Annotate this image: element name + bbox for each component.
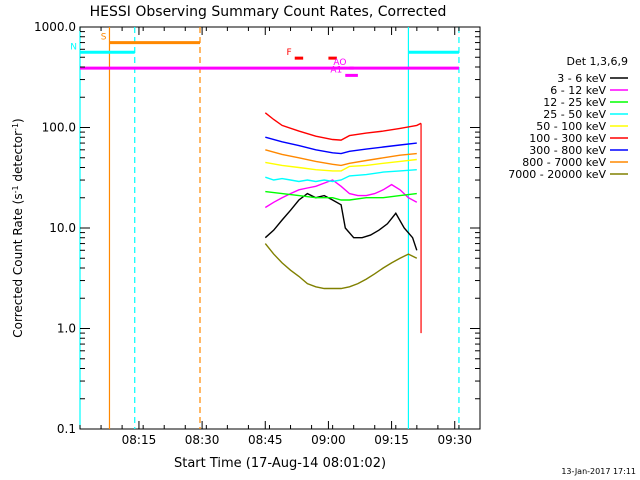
x-tick-label: 08:45 (248, 433, 283, 447)
vertical-marker-layer (79, 27, 460, 429)
series-line (264, 112, 422, 141)
legend-label: 100 - 300 keV (529, 132, 606, 145)
legend-label: 6 - 12 keV (550, 84, 606, 97)
x-tick-label: 09:30 (437, 433, 472, 447)
y-tick-label: 1000.0 (34, 20, 76, 34)
y-tick-label: 0.1 (57, 422, 76, 436)
legend-label: 25 - 50 keV (543, 108, 606, 121)
legend-label: 800 - 7000 keV (522, 156, 606, 169)
series-layer (264, 112, 422, 334)
y-tick-label: 100.0 (42, 121, 76, 135)
flag-label: S (101, 33, 107, 43)
series-line (265, 136, 417, 155)
series-line (265, 190, 417, 201)
legend-label: 12 - 25 keV (543, 96, 606, 109)
x-tick-label: 08:15 (122, 433, 157, 447)
series-line (264, 192, 418, 251)
y-axis-title-mid: detector (11, 131, 25, 186)
y-tick-label: 10.0 (49, 221, 76, 235)
y-axis-title-main: Corrected Count Rate (s (11, 193, 25, 337)
axis-layer: 08:15 08:30 08:45 09:00 09:15 09:30 1000.0 100.… (34, 20, 481, 447)
y-axis-title-exp2: -1 (11, 123, 20, 131)
legend-label: 300 - 800 keV (529, 144, 606, 157)
x-tick-label: 08:30 (185, 433, 220, 447)
x-tick-label: 09:00 (311, 433, 346, 447)
flag-label: N (70, 42, 77, 52)
flag-label: A1 (330, 65, 342, 75)
chart-title: HESSI Observing Summary Count Rates, Cor… (90, 4, 447, 20)
x-axis-title: Start Time (17-Aug-14 08:01:02) (174, 456, 386, 471)
footer-date: 13-Jan-2017 17:11 (561, 467, 636, 476)
legend-label: 3 - 6 keV (557, 72, 606, 85)
y-tick-label: 1.0 (57, 322, 76, 336)
flag-label: F (287, 48, 292, 58)
legend-label: 50 - 100 keV (536, 120, 606, 133)
legend-title: Det 1,3,6,9 (566, 55, 628, 68)
flag-label: AO (333, 58, 346, 68)
y-axis-title-exp1: -1 (11, 185, 20, 193)
y-axis-title-end: ) (11, 118, 25, 123)
series-line (265, 149, 417, 167)
y-axis-title: Corrected Count Rate (s-1 detector-1) (11, 118, 26, 337)
plot-frame (79, 26, 481, 430)
series-line (265, 169, 417, 183)
legend-label: 7000 - 20000 keV (508, 168, 606, 181)
series-line (265, 158, 417, 172)
series-line (264, 179, 418, 209)
series-line (264, 243, 418, 290)
x-tick-label: 09:15 (374, 433, 409, 447)
